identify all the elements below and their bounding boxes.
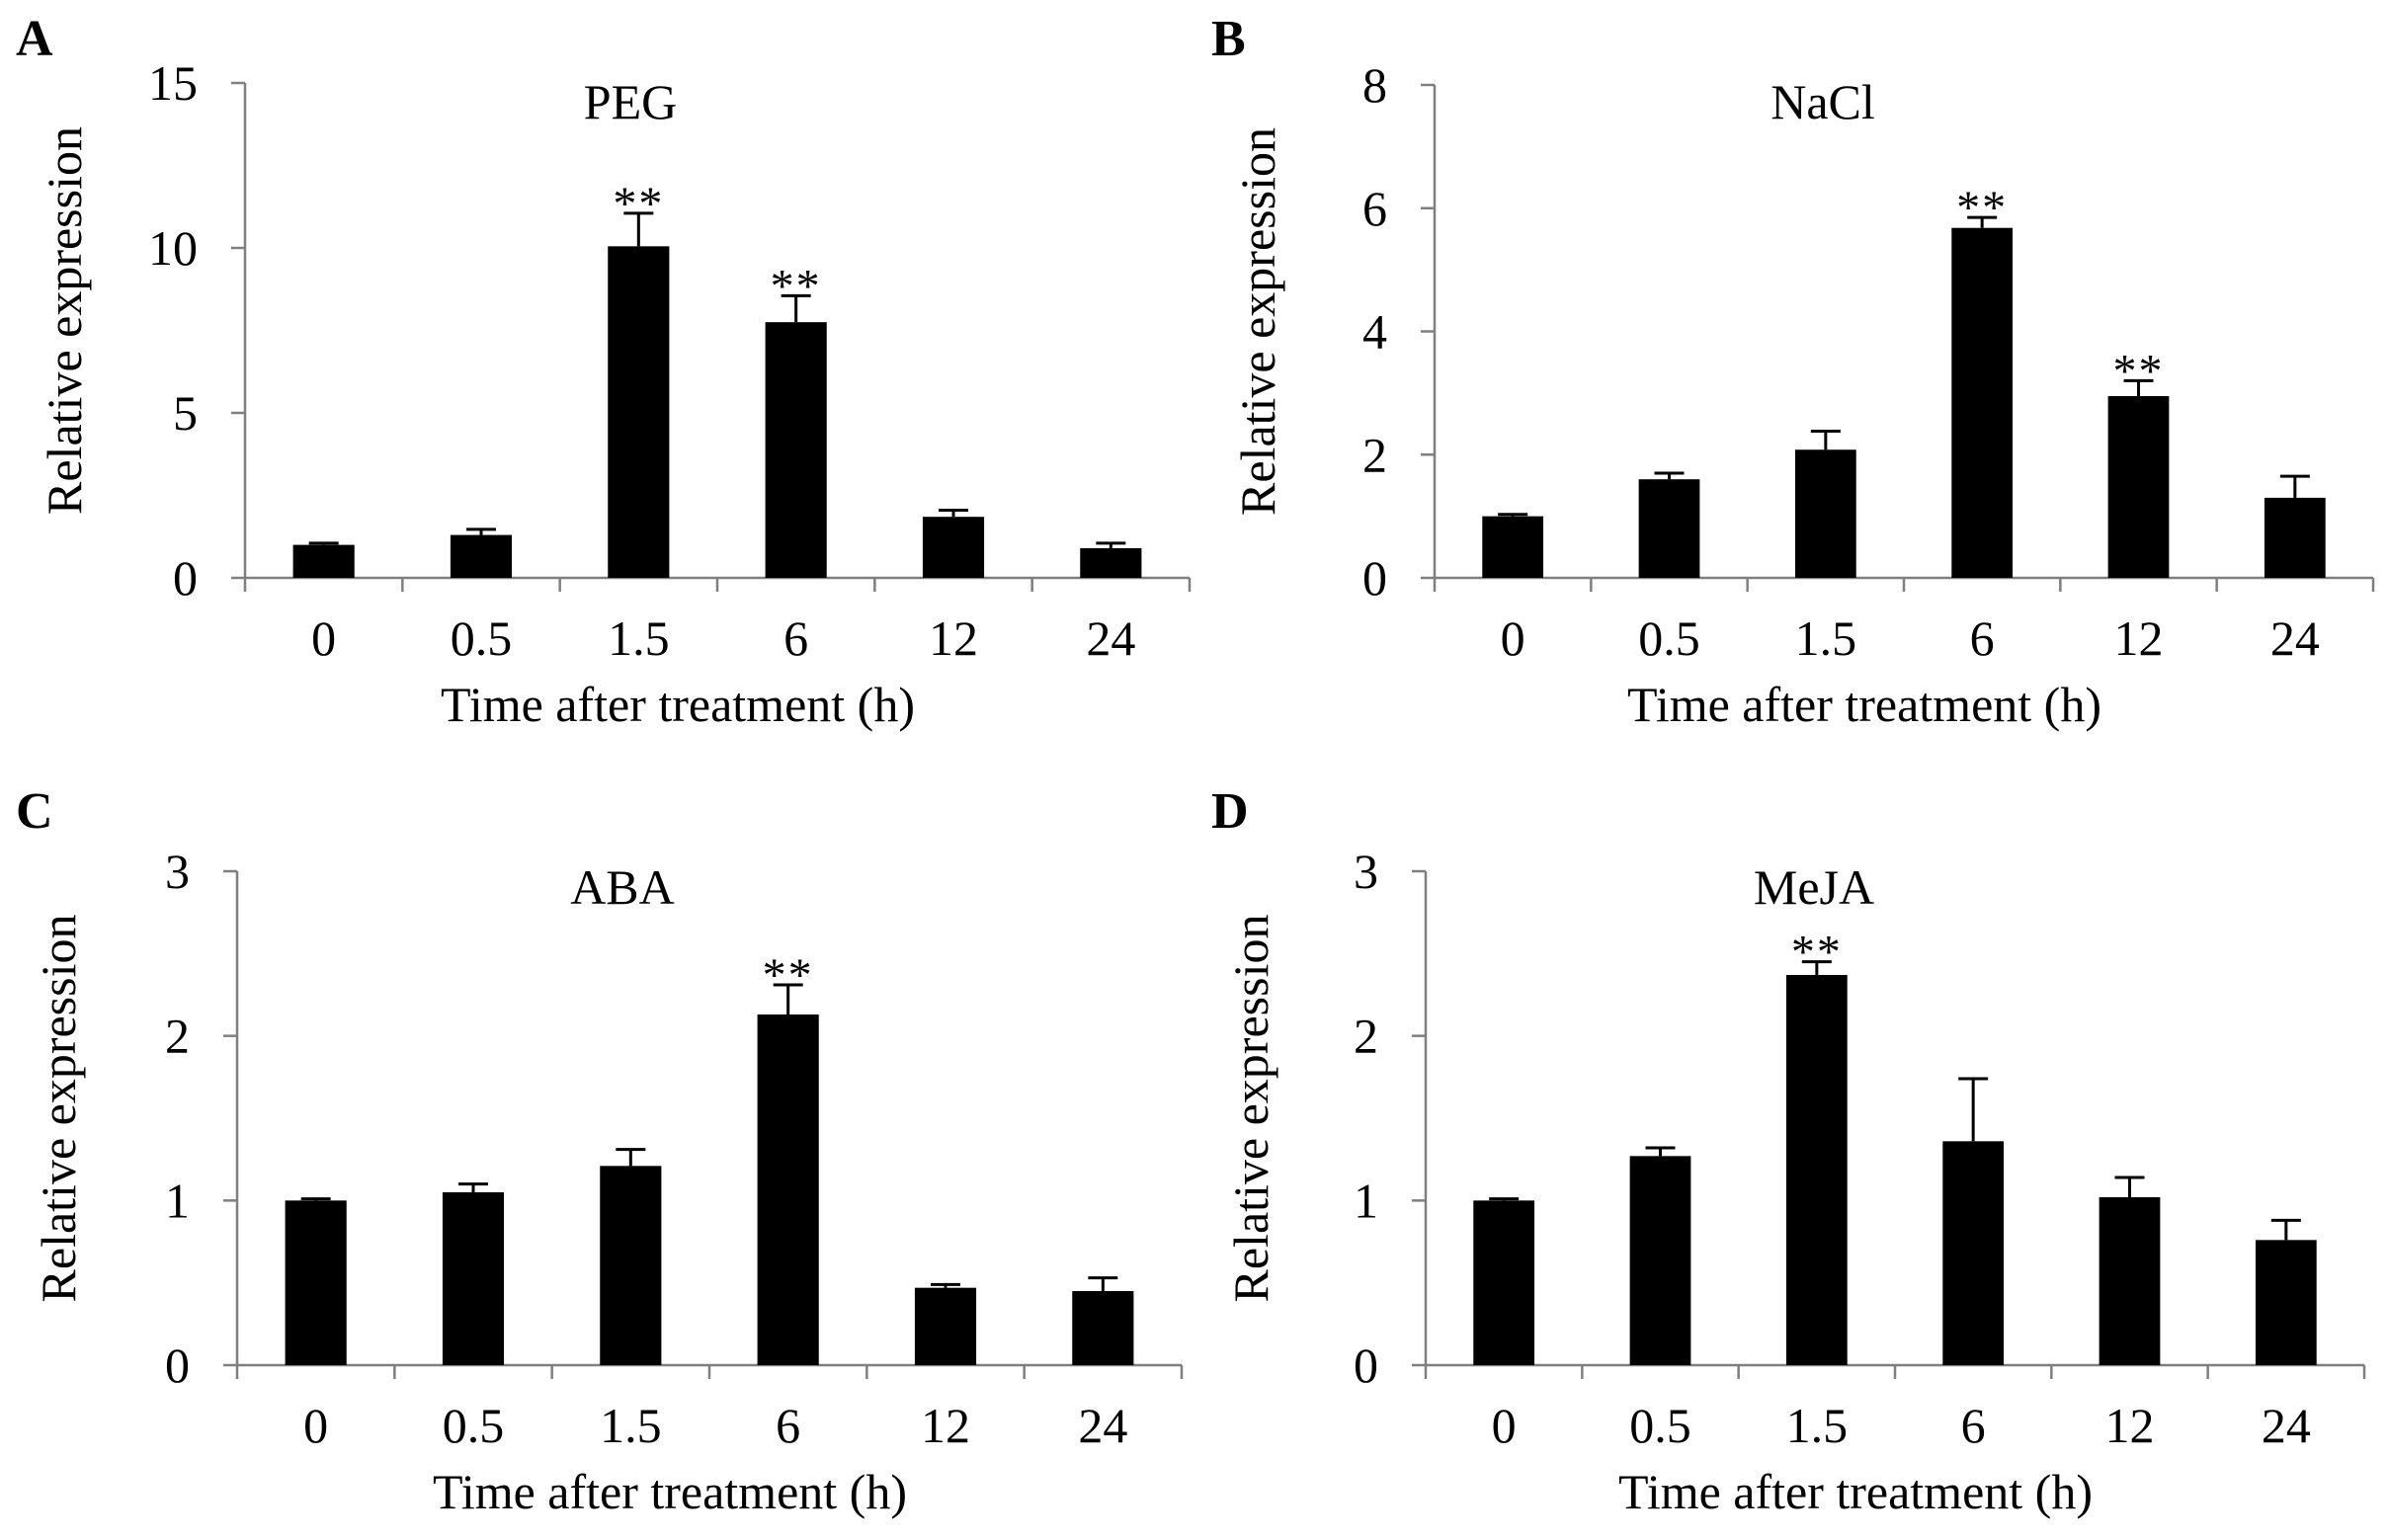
x-tick-label: 0: [303, 1398, 328, 1453]
y-tick-label: 2: [1362, 427, 1387, 482]
y-tick-label: 3: [165, 844, 190, 899]
panel-letter: C: [16, 783, 53, 840]
x-tick-label: 12: [2114, 610, 2164, 666]
bar: [2099, 1197, 2161, 1365]
bar: [1794, 449, 1856, 578]
x-tick-label: 24: [1078, 1398, 1127, 1453]
x-tick-label: 0: [1492, 1398, 1517, 1453]
significance-label: **: [1791, 927, 1843, 979]
bar: [914, 1287, 977, 1365]
bar: [1942, 1141, 2005, 1365]
x-tick-label: 1.5: [608, 610, 670, 666]
y-tick-label: 2: [1354, 1009, 1378, 1064]
bar: [442, 1192, 505, 1365]
bar: [922, 517, 985, 578]
x-tick-label: 1.5: [1795, 610, 1857, 666]
bar: [1080, 547, 1142, 578]
x-tick-label: 6: [1970, 610, 1995, 666]
x-tick-label: 24: [1086, 610, 1135, 666]
y-tick-label: 8: [1362, 57, 1387, 113]
chart-title: MeJA: [1754, 859, 1874, 915]
y-tick-label: 4: [1362, 304, 1387, 360]
x-axis-title: Time after treatment (h): [441, 677, 915, 732]
bar: [292, 544, 355, 578]
significance-label: **: [613, 178, 664, 230]
x-tick-label: 0.5: [451, 610, 513, 666]
y-tick-label: 1: [1354, 1173, 1378, 1228]
bar: [1482, 516, 1544, 578]
y-tick-label: 0: [1362, 550, 1387, 606]
x-tick-label: 0: [311, 610, 336, 666]
x-tick-label: 6: [776, 1398, 800, 1453]
bar: [2255, 1240, 2317, 1365]
bar: [2107, 395, 2170, 578]
y-tick-label: 0: [173, 550, 198, 606]
x-tick-label: 6: [1961, 1398, 1986, 1453]
x-tick-label: 24: [2262, 1398, 2311, 1453]
panel-letter: D: [1211, 783, 1249, 840]
chart-title: NaCl: [1770, 74, 1875, 129]
x-tick-label: 1.5: [600, 1398, 662, 1453]
x-axis-title: Time after treatment (h): [1627, 677, 2101, 732]
bar: [1638, 479, 1700, 578]
x-tick-label: 6: [783, 610, 808, 666]
y-tick-label: 15: [148, 55, 198, 111]
significance-label: **: [763, 949, 814, 1002]
x-tick-label: 0: [1501, 610, 1525, 666]
y-axis-title: Relative expression: [37, 126, 92, 515]
bar: [2264, 497, 2326, 578]
x-tick-label: 0.5: [443, 1398, 505, 1453]
bar: [765, 322, 827, 578]
significance-label: **: [771, 260, 822, 312]
y-axis-title: Relative expression: [1223, 915, 1278, 1303]
x-axis-title: Time after treatment (h): [433, 1464, 907, 1519]
bar: [1951, 227, 2014, 578]
chart-panel-a: A PEG 0 5 10 15 0 0.5 ** 1.5 ** 6 12 24 Time after tre…: [16, 11, 1192, 732]
bar: [1629, 1156, 1691, 1365]
bar: [600, 1166, 662, 1365]
chart-title: ABA: [570, 859, 675, 915]
significance-label: **: [2113, 345, 2165, 397]
y-tick-label: 1: [165, 1173, 190, 1228]
y-tick-label: 6: [1362, 181, 1387, 236]
x-tick-label: 1.5: [1786, 1398, 1849, 1453]
panel-letter: B: [1211, 11, 1246, 67]
bar: [1473, 1200, 1535, 1365]
panel-letter: A: [16, 11, 53, 67]
bar: [1785, 975, 1848, 1365]
bar: [757, 1014, 819, 1365]
x-tick-label: 12: [2105, 1398, 2155, 1453]
y-axis-title: Relative expression: [1230, 127, 1285, 516]
x-tick-label: 0.5: [1629, 1398, 1691, 1453]
x-axis-title: Time after treatment (h): [1618, 1464, 2093, 1519]
x-tick-label: 12: [921, 1398, 970, 1453]
x-tick-label: 24: [2270, 610, 2320, 666]
y-tick-label: 0: [165, 1337, 190, 1393]
x-tick-label: 12: [929, 610, 978, 666]
bar: [450, 534, 513, 578]
y-tick-label: 5: [173, 385, 198, 441]
chart-title: PEG: [584, 74, 677, 129]
y-tick-label: 10: [148, 220, 198, 276]
y-tick-label: 3: [1354, 844, 1378, 899]
y-tick-label: 2: [165, 1009, 190, 1064]
x-tick-label: 0.5: [1638, 610, 1700, 666]
bar: [1072, 1291, 1134, 1365]
y-axis-title: Relative expression: [31, 915, 86, 1303]
significance-label: **: [1956, 182, 2008, 234]
y-tick-label: 0: [1354, 1337, 1378, 1393]
bar: [285, 1200, 347, 1365]
bar: [608, 246, 670, 578]
